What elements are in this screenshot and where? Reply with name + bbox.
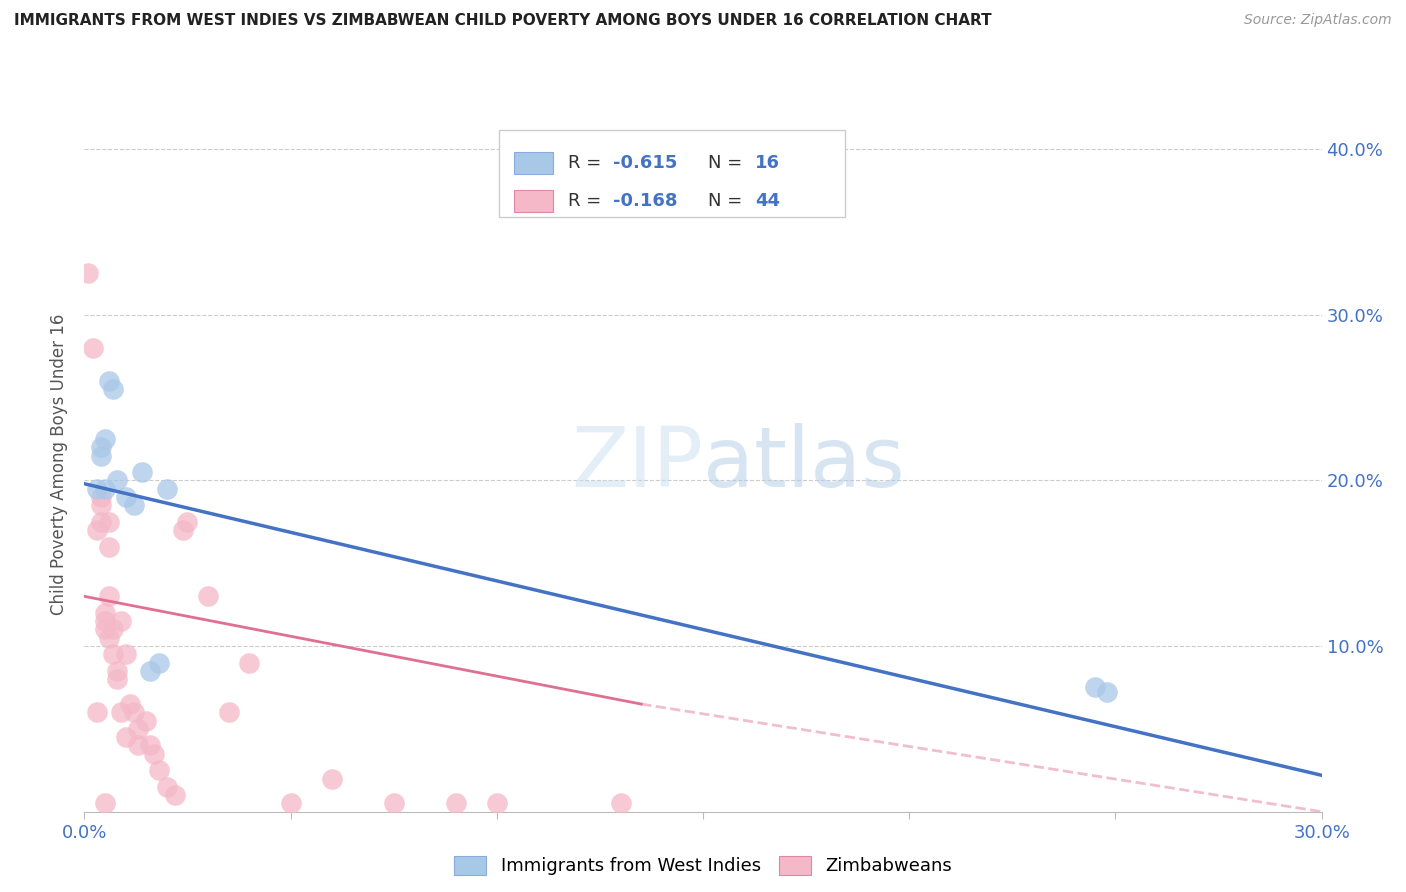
Point: [197, 590, 219, 604]
Point: [86, 482, 108, 496]
Point: [172, 523, 194, 537]
FancyBboxPatch shape: [499, 130, 845, 217]
Point: [139, 739, 162, 753]
Text: R =: R =: [568, 154, 607, 172]
Text: 44: 44: [755, 192, 780, 211]
Point: [118, 697, 141, 711]
Point: [98, 374, 121, 388]
Point: [280, 797, 302, 811]
Point: [165, 788, 187, 802]
Point: [114, 490, 136, 504]
Text: IMMIGRANTS FROM WEST INDIES VS ZIMBABWEAN CHILD POVERTY AMONG BOYS UNDER 16 CORR: IMMIGRANTS FROM WEST INDIES VS ZIMBABWEA…: [14, 13, 991, 29]
Point: [148, 656, 170, 670]
Point: [105, 672, 128, 686]
Point: [1095, 685, 1118, 699]
Point: [98, 590, 121, 604]
Point: [94, 623, 117, 637]
Point: [94, 606, 117, 620]
Bar: [513, 152, 554, 174]
Point: [90, 440, 112, 454]
Point: [122, 706, 145, 720]
Point: [218, 706, 240, 720]
Point: [110, 706, 132, 720]
Text: -0.615: -0.615: [613, 154, 678, 172]
Point: [98, 540, 121, 554]
Point: [98, 631, 121, 645]
Point: [94, 614, 117, 628]
Point: [148, 764, 170, 778]
Point: [90, 490, 112, 504]
Point: [143, 747, 166, 761]
Text: 16: 16: [755, 154, 780, 172]
Point: [94, 797, 117, 811]
Point: [86, 523, 108, 537]
Point: [1084, 681, 1107, 695]
Point: [485, 797, 508, 811]
Point: [77, 266, 100, 280]
Point: [122, 498, 145, 512]
Y-axis label: Child Poverty Among Boys Under 16: Child Poverty Among Boys Under 16: [51, 313, 69, 615]
Point: [82, 341, 104, 355]
Point: [156, 780, 179, 794]
Text: atlas: atlas: [703, 424, 904, 504]
Point: [131, 465, 153, 479]
Point: [103, 382, 125, 396]
Point: [105, 664, 128, 678]
Point: [114, 730, 136, 744]
Point: [98, 515, 121, 529]
Text: N =: N =: [709, 154, 748, 172]
Text: R =: R =: [568, 192, 607, 211]
Point: [127, 739, 149, 753]
Point: [94, 482, 117, 496]
Bar: [513, 190, 554, 212]
Point: [86, 706, 108, 720]
Point: [444, 797, 467, 811]
Point: [90, 449, 112, 463]
Legend: Immigrants from West Indies, Zimbabweans: Immigrants from West Indies, Zimbabweans: [446, 849, 960, 883]
Point: [90, 515, 112, 529]
Text: Source: ZipAtlas.com: Source: ZipAtlas.com: [1244, 13, 1392, 28]
Point: [238, 656, 260, 670]
Point: [321, 772, 343, 786]
Text: N =: N =: [709, 192, 748, 211]
Point: [127, 722, 149, 736]
Point: [156, 482, 179, 496]
Point: [90, 498, 112, 512]
Point: [105, 474, 128, 488]
Point: [103, 648, 125, 662]
Point: [114, 648, 136, 662]
Point: [139, 664, 162, 678]
Point: [382, 797, 405, 811]
Point: [94, 432, 117, 446]
Point: [135, 714, 157, 728]
Text: -0.168: -0.168: [613, 192, 678, 211]
Text: ZIP: ZIP: [571, 424, 703, 504]
Point: [110, 614, 132, 628]
Point: [609, 797, 631, 811]
Point: [103, 623, 125, 637]
Point: [176, 515, 198, 529]
